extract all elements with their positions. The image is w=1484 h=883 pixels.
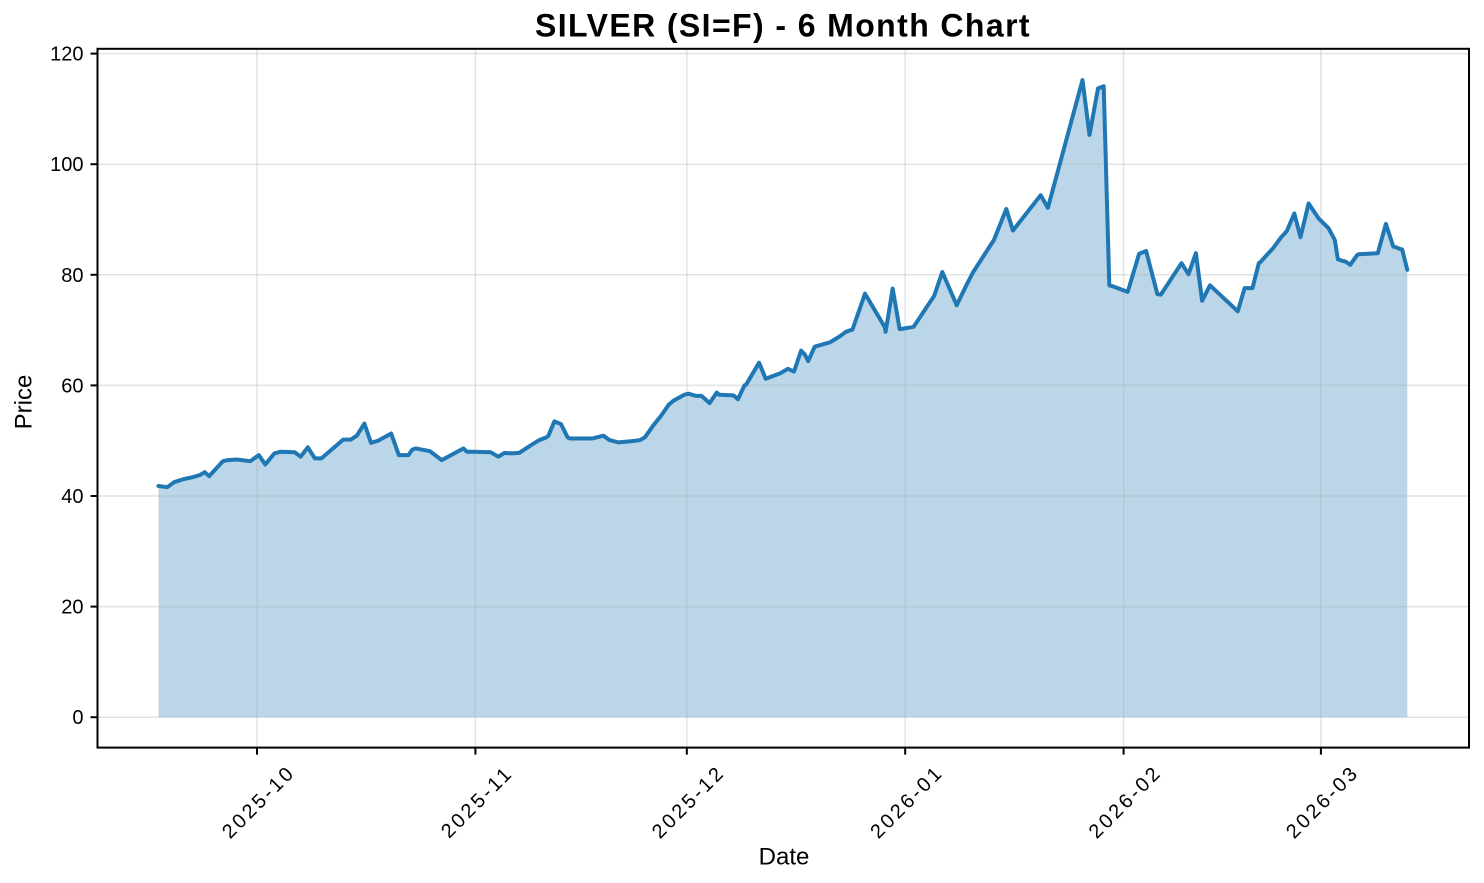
svg-text:120: 120	[50, 44, 83, 66]
svg-text:SILVER (SI=F) - 6 Month Chart: SILVER (SI=F) - 6 Month Chart	[535, 7, 1031, 43]
svg-text:Price: Price	[11, 375, 38, 430]
svg-text:80: 80	[61, 265, 83, 287]
svg-text:60: 60	[61, 375, 83, 397]
svg-text:Date: Date	[759, 844, 810, 871]
svg-text:40: 40	[61, 486, 83, 508]
svg-text:0: 0	[72, 707, 83, 729]
svg-text:100: 100	[50, 154, 83, 176]
svg-text:20: 20	[61, 597, 83, 619]
